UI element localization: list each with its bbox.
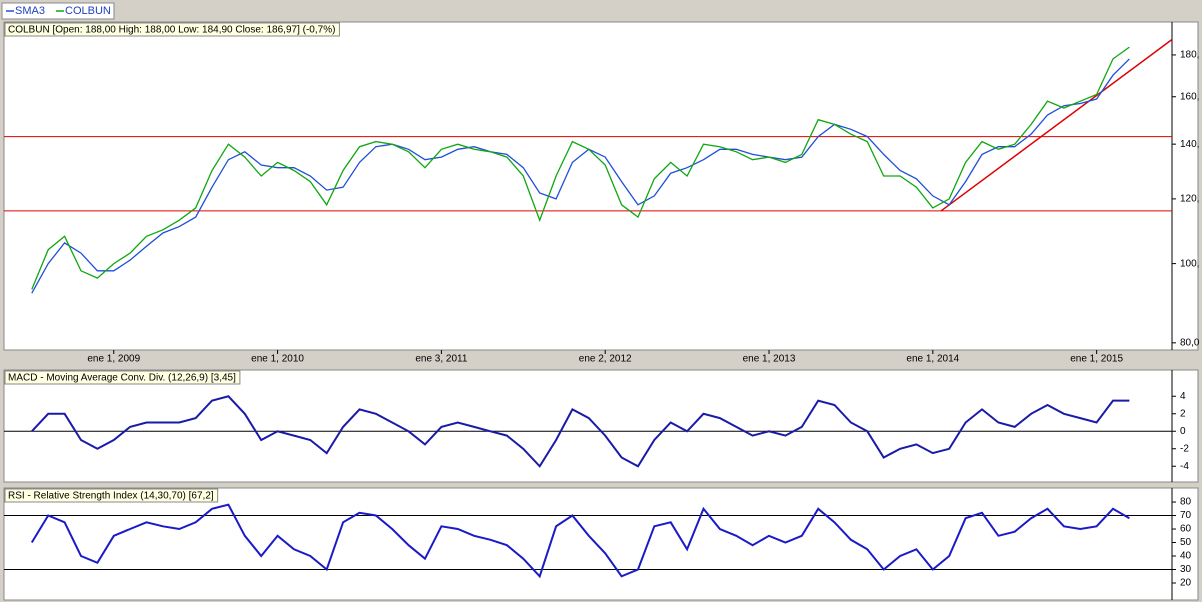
y-tick-label: 80,0 <box>1180 337 1200 348</box>
y-tick-label: 2 <box>1180 408 1186 419</box>
title-box <box>4 370 241 385</box>
y-tick-label: 0 <box>1180 426 1186 437</box>
y-tick-label: 120, <box>1180 194 1199 205</box>
y-tick-label: -4 <box>1180 461 1189 472</box>
series-line <box>31 395 1130 468</box>
y-tick-label: 140, <box>1180 139 1199 150</box>
x-tick-label: ene 1, 2014 <box>906 354 959 365</box>
x-tick-label: ene 1, 2009 <box>87 354 140 365</box>
y-tick-label: 100, <box>1180 258 1199 269</box>
x-tick-label: ene 3, 2011 <box>415 354 468 365</box>
x-tick-label: ene 1, 2013 <box>743 354 796 365</box>
panel <box>3 21 1199 351</box>
title-box <box>4 22 340 37</box>
y-tick-label: -2 <box>1180 443 1189 454</box>
series-line <box>31 46 1130 290</box>
x-tick-label: ene 1, 2015 <box>1070 354 1123 365</box>
trend-line <box>940 38 1173 212</box>
y-tick-label: 60 <box>1180 524 1192 535</box>
y-tick-label: 50 <box>1180 537 1192 548</box>
y-tick-label: 80 <box>1180 497 1192 508</box>
legend-label: SMA3 <box>15 5 45 17</box>
panel-title: MACD - Moving Average Conv. Div. (12,26,… <box>8 373 236 384</box>
y-tick-label: 160, <box>1180 91 1199 102</box>
y-tick-label: 70 <box>1180 510 1192 521</box>
title-box <box>4 488 219 503</box>
panel-title: COLBUN [Open: 188,00 High: 188,00 Low: 1… <box>8 25 335 36</box>
series-line <box>30 503 1130 579</box>
y-tick-label: 40 <box>1180 551 1192 562</box>
panel-title: RSI - Relative Strength Index (14,30,70)… <box>8 491 214 502</box>
y-tick-label: 180, <box>1180 50 1199 61</box>
x-tick-label: ene 2, 2012 <box>579 354 632 365</box>
panel <box>3 487 1199 601</box>
x-tick-label: ene 1, 2010 <box>251 354 304 365</box>
y-tick-label: 20 <box>1180 578 1192 589</box>
panel <box>3 369 1199 483</box>
legend-label: COLBUN <box>65 5 111 17</box>
series-line <box>31 58 1130 294</box>
y-tick-label: 30 <box>1180 564 1192 575</box>
y-tick-label: 4 <box>1180 391 1186 402</box>
